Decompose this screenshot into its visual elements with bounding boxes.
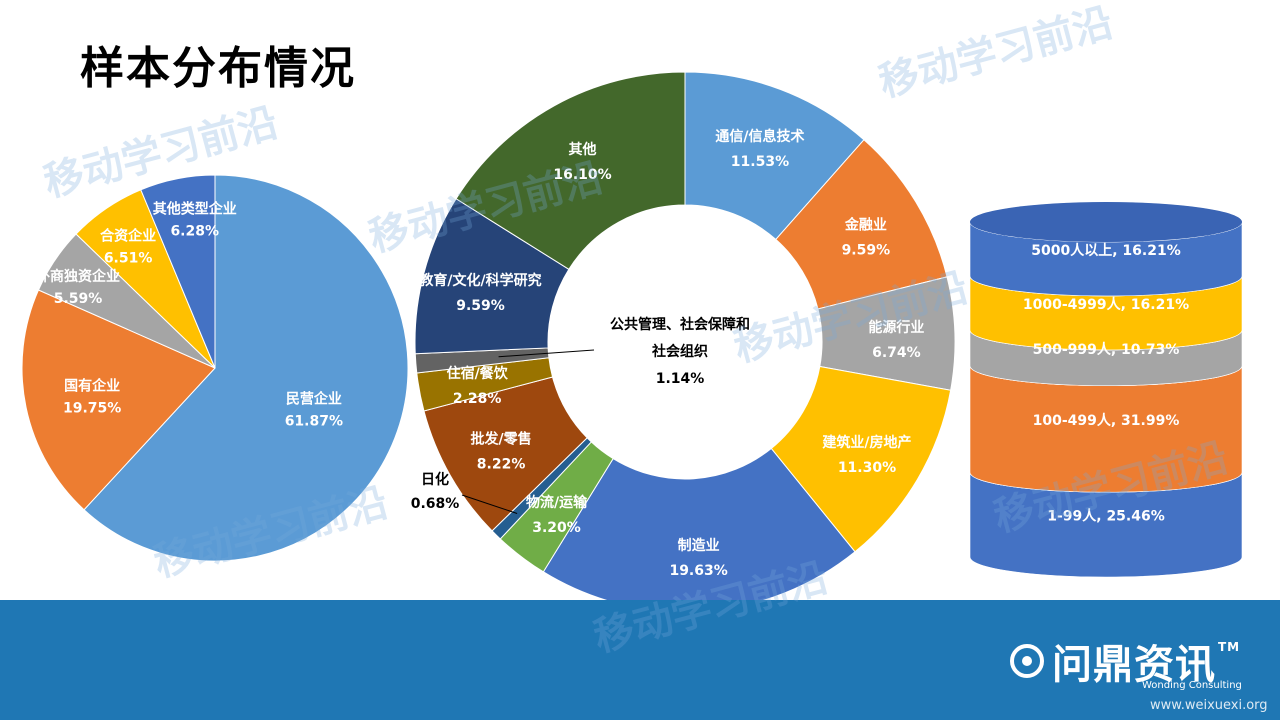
ownership-pie-slice	[21, 289, 216, 511]
donut-value-label: 3.20%	[532, 520, 581, 536]
donut-category-label: 金融业	[844, 216, 887, 233]
pie-category-label: 国有企业	[64, 377, 120, 394]
donut-value-label: 1.14%	[656, 371, 705, 387]
pie-value-label: 19.75%	[63, 400, 121, 416]
donut-category-label: 能源行业	[868, 319, 924, 336]
donut-category-label: 物流/运输	[526, 494, 588, 511]
donut-category-label: 日化	[421, 471, 449, 488]
pie-value-label: 61.87%	[285, 414, 343, 430]
brand-icon	[1010, 644, 1044, 678]
donut-category-label: 住宿/餐饮	[447, 365, 509, 382]
donut-category-label: 社会组织	[651, 343, 708, 360]
cylinder-label: 5000人以上, 16.21%	[1031, 242, 1180, 259]
pie-category-label: 其他类型企业	[153, 201, 237, 218]
cylinder-top-cap	[970, 202, 1242, 242]
donut-value-label: 2.28%	[453, 391, 502, 407]
donut-category-label: 建筑业/房地产	[822, 434, 911, 451]
donut-value-label: 16.10%	[553, 167, 611, 183]
cylinder-label: 1000-4999人, 16.21%	[1023, 296, 1189, 313]
donut-value-label: 6.74%	[872, 345, 921, 361]
pie-category-label: 外商独资企业	[36, 268, 120, 285]
donut-value-label: 9.59%	[456, 298, 505, 314]
pie-value-label: 6.51%	[104, 251, 153, 267]
donut-value-label: 19.63%	[669, 563, 727, 579]
donut-value-label: 0.68%	[411, 496, 460, 512]
site-url: www.weixuexi.org	[1150, 698, 1268, 713]
donut-value-label: 11.30%	[838, 460, 896, 476]
leader-line	[498, 349, 595, 358]
cylinder-label: 100-499人, 31.99%	[1033, 412, 1180, 429]
donut-category-label: 批发/零售	[471, 430, 532, 447]
brand-tm: TM	[1218, 640, 1241, 654]
leader-line	[461, 494, 518, 514]
donut-value-label: 8.22%	[477, 456, 526, 472]
ownership-pie-slice	[140, 174, 216, 369]
page-title: 样本分布情况	[80, 43, 356, 94]
cylinder-label: 1-99人, 25.46%	[1047, 508, 1165, 525]
donut-category-label: 其他	[569, 141, 597, 158]
ownership-pie-chart: 民营企业 61.87% 国有企业 19.75% 外商独资企业 5.59% 合资企业 6.51%…	[21, 71, 1243, 600]
donut-value-label: 11.53%	[731, 154, 789, 170]
pie-value-label: 6.28%	[170, 224, 219, 240]
donut-category-label: 制造业	[678, 537, 720, 554]
cylinder-label: 500-999人, 10.73%	[1033, 341, 1180, 358]
donut-category-label: 教育/文化/科学研究	[419, 272, 541, 289]
pie-category-label: 民营企业	[286, 391, 342, 408]
donut-category-label: 公共管理、社会保障和	[610, 316, 750, 333]
donut-value-label: 9.59%	[842, 242, 891, 258]
industry-donut-slice	[542, 447, 856, 600]
brand-name: 问鼎资讯	[1052, 642, 1216, 688]
donut-category-label: 通信/信息技术	[715, 128, 804, 145]
industry-donut-slice	[455, 71, 686, 271]
ownership-pie-slice	[83, 174, 409, 562]
pie-category-label: 合资企业	[100, 228, 156, 245]
pie-value-label: 5.59%	[54, 291, 103, 307]
brand-logo: 问鼎资讯 TM	[1010, 632, 1240, 690]
footer-bar	[0, 600, 1280, 720]
brand-subtitle: Wonding Consulting	[1142, 680, 1242, 691]
